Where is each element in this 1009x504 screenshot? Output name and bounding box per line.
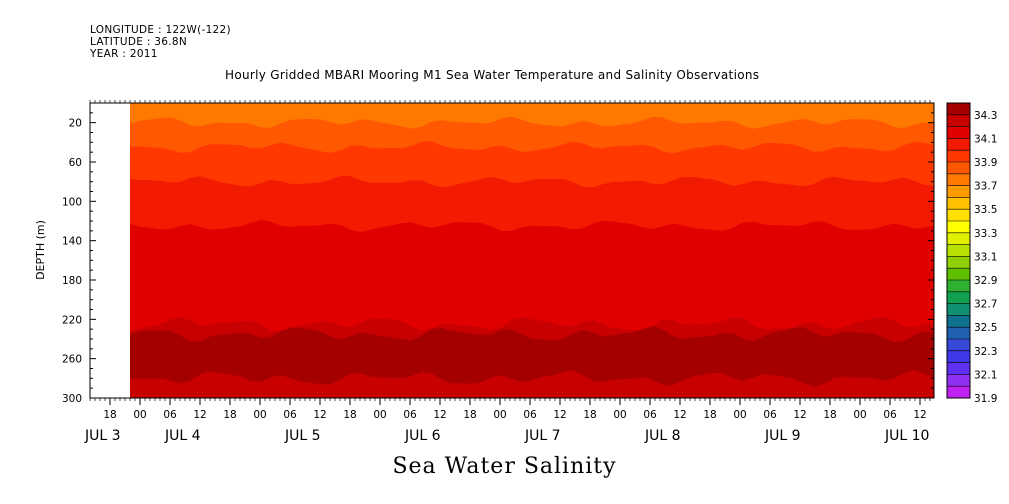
x-hour-label: 00 <box>733 409 746 421</box>
colorbar: 34.3 34.1 33.9 33.7 33.5 33.3 33.1 32.9 32.7 32.5… <box>946 102 997 405</box>
longitude-label: LONGITUDE : 122W(-122) <box>90 24 231 36</box>
x-hour-label: 06 <box>883 409 897 421</box>
colorbar-swatch <box>947 327 970 340</box>
x-day-label: JUL 3 <box>84 428 121 444</box>
colorbar-swatch <box>947 386 970 399</box>
y-tick-label: 180 <box>62 275 82 287</box>
y-tick-label: 300 <box>62 393 82 405</box>
y-tick-label: 20 <box>69 118 82 130</box>
colorbar-label: 33.5 <box>974 204 997 216</box>
x-day-label: JUL 6 <box>404 428 441 444</box>
x-hour-label: 18 <box>343 409 356 421</box>
x-hour-label: 18 <box>583 409 596 421</box>
y-tick-label: 220 <box>62 314 82 326</box>
colorbar-swatch <box>947 315 970 328</box>
x-day-label: JUL 8 <box>644 428 681 444</box>
y-axis-label: DEPTH (m) <box>34 220 47 280</box>
x-hour-label: 06 <box>763 409 777 421</box>
x-hour-label: 00 <box>613 409 626 421</box>
colorbar-swatch <box>947 221 970 234</box>
colorbar-label: 34.3 <box>974 110 997 122</box>
colorbar-swatch <box>947 280 970 293</box>
x-hour-label: 06 <box>403 409 417 421</box>
x-hour-label: 00 <box>373 409 386 421</box>
colorbar-swatch <box>947 185 970 198</box>
colorbar-label: 33.7 <box>974 181 997 193</box>
x-hour-label: 18 <box>103 409 116 421</box>
x-day-label: JUL 5 <box>284 428 321 444</box>
x-hour-label: 00 <box>253 409 266 421</box>
x-hour-label: 12 <box>193 409 206 421</box>
x-hour-label: 12 <box>553 409 566 421</box>
year-label: YEAR : 2011 <box>90 48 158 60</box>
colorbar-swatch <box>947 150 970 163</box>
colorbar-swatch <box>947 291 970 305</box>
x-day-label: JUL 7 <box>524 428 561 444</box>
y-tick-label: 100 <box>62 196 82 208</box>
x-hour-label: 12 <box>433 409 446 421</box>
x-hour-label: 06 <box>643 409 657 421</box>
x-hour-label: 18 <box>823 409 836 421</box>
salinity-layer <box>130 370 934 398</box>
colorbar-swatch <box>947 268 970 281</box>
x-hour-label: 00 <box>133 409 146 421</box>
colorbar-swatch <box>947 339 970 352</box>
colorbar-label: 33.3 <box>974 228 997 240</box>
variable-title: Sea Water Salinity <box>392 454 617 479</box>
colorbar-label: 32.7 <box>974 299 997 311</box>
colorbar-swatch <box>947 362 970 375</box>
x-hour-label: 12 <box>313 409 326 421</box>
x-hour-label: 06 <box>283 409 297 421</box>
colorbar-swatch <box>947 114 970 128</box>
x-hour-label: 18 <box>463 409 476 421</box>
plot-area <box>130 103 934 398</box>
axes: 20 60 100 140 180 220 260 300 18 00 06 12 18 00 06 12 18… <box>62 100 934 444</box>
colorbar-label: 32.9 <box>974 275 997 287</box>
colorbar-swatch <box>947 256 970 269</box>
x-day-label: JUL 9 <box>764 428 801 444</box>
x-hour-label: 00 <box>853 409 866 421</box>
colorbar-label: 31.9 <box>974 393 997 405</box>
colorbar-label: 34.1 <box>974 133 997 145</box>
x-hour-label: 00 <box>493 409 506 421</box>
colorbar-label: 33.9 <box>974 157 997 169</box>
colorbar-swatch <box>947 350 970 364</box>
x-day-label: JUL 4 <box>164 428 201 444</box>
colorbar-swatch <box>947 126 970 139</box>
colorbar-label: 32.3 <box>974 346 997 358</box>
x-hour-label: 18 <box>223 409 236 421</box>
y-tick-label: 140 <box>62 236 82 248</box>
y-tick-label: 60 <box>69 157 82 169</box>
colorbar-label: 33.1 <box>974 251 997 263</box>
x-hour-label: 18 <box>703 409 716 421</box>
colorbar-label: 32.5 <box>974 322 997 334</box>
colorbar-label: 32.1 <box>974 369 997 381</box>
colorbar-swatch <box>947 162 970 175</box>
y-tick-label: 260 <box>62 354 82 366</box>
colorbar-swatch <box>947 173 970 187</box>
colorbar-swatch <box>947 303 970 316</box>
colorbar-swatch <box>947 138 970 151</box>
colorbar-swatch <box>947 209 970 222</box>
colorbar-swatch <box>947 244 970 257</box>
latitude-label: LATITUDE : 36.8N <box>90 36 188 48</box>
chart-title: Hourly Gridded MBARI Mooring M1 Sea Wate… <box>225 68 760 82</box>
x-hour-label: 12 <box>913 409 926 421</box>
x-hour-label: 06 <box>163 409 177 421</box>
x-hour-label: 12 <box>673 409 686 421</box>
x-hour-label: 12 <box>793 409 806 421</box>
colorbar-swatch <box>947 103 970 116</box>
colorbar-swatch <box>947 197 970 210</box>
colorbar-swatch <box>947 374 970 387</box>
colorbar-swatch <box>947 232 970 246</box>
x-hour-label: 06 <box>523 409 537 421</box>
x-day-label: JUL 10 <box>884 428 929 444</box>
